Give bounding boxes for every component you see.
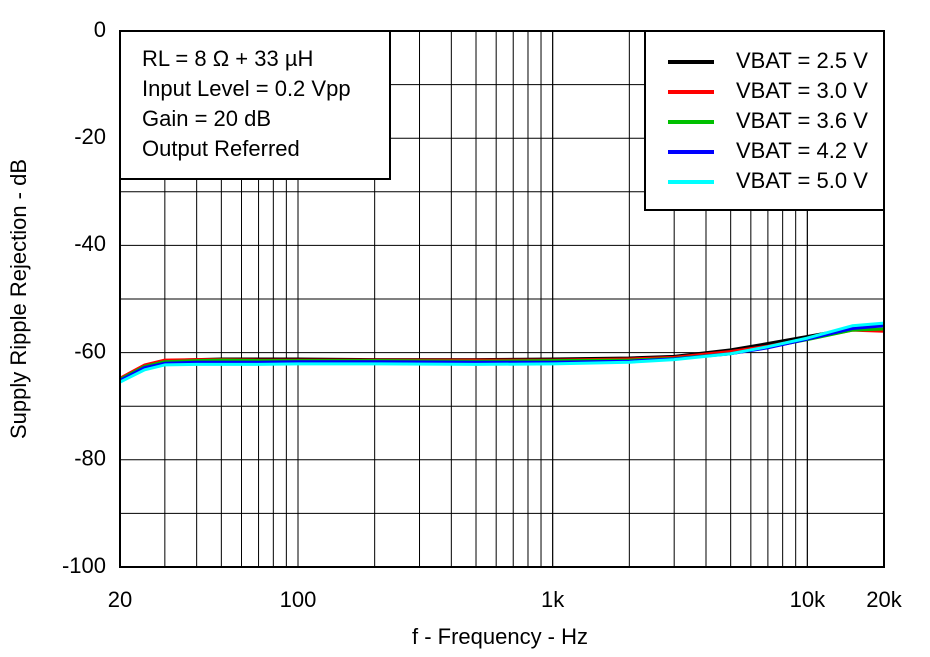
legend-label: VBAT = 5.0 V: [736, 168, 868, 193]
series-line: [119, 327, 885, 381]
series-line: [119, 327, 885, 381]
x-tick-label: 1k: [541, 587, 565, 612]
annotation-box: [119, 30, 391, 180]
series-line: [119, 324, 885, 382]
annotation-text: Output Referred: [142, 136, 300, 161]
annotation-text: Input Level = 0.2 Vpp: [142, 76, 351, 101]
y-tick-label: 0: [94, 17, 106, 42]
legend-label: VBAT = 2.5 V: [736, 48, 868, 73]
legend-label: VBAT = 3.0 V: [736, 78, 868, 103]
legend-label: VBAT = 4.2 V: [736, 138, 868, 163]
y-tick-label: -80: [74, 446, 106, 471]
x-axis-label: f - Frequency - Hz: [412, 624, 588, 649]
annotation-text: Gain = 20 dB: [142, 106, 271, 131]
y-axis-label: Supply Ripple Rejection - dB: [6, 159, 31, 439]
y-tick-label: -20: [74, 124, 106, 149]
x-tick-label: 100: [280, 587, 317, 612]
x-tick-label: 20: [108, 587, 132, 612]
series-line: [119, 321, 885, 384]
annotation-text: RL = 8 Ω + 33 µH: [142, 46, 313, 71]
legend-label: VBAT = 3.6 V: [736, 108, 868, 133]
x-tick-label: 10k: [790, 587, 826, 612]
y-tick-label: -60: [74, 338, 106, 363]
series-line: [119, 328, 885, 380]
plot-frame: [119, 30, 885, 568]
y-tick-label: -40: [74, 231, 106, 256]
y-tick-label: -100: [62, 553, 106, 578]
x-tick-label: 20k: [866, 587, 902, 612]
